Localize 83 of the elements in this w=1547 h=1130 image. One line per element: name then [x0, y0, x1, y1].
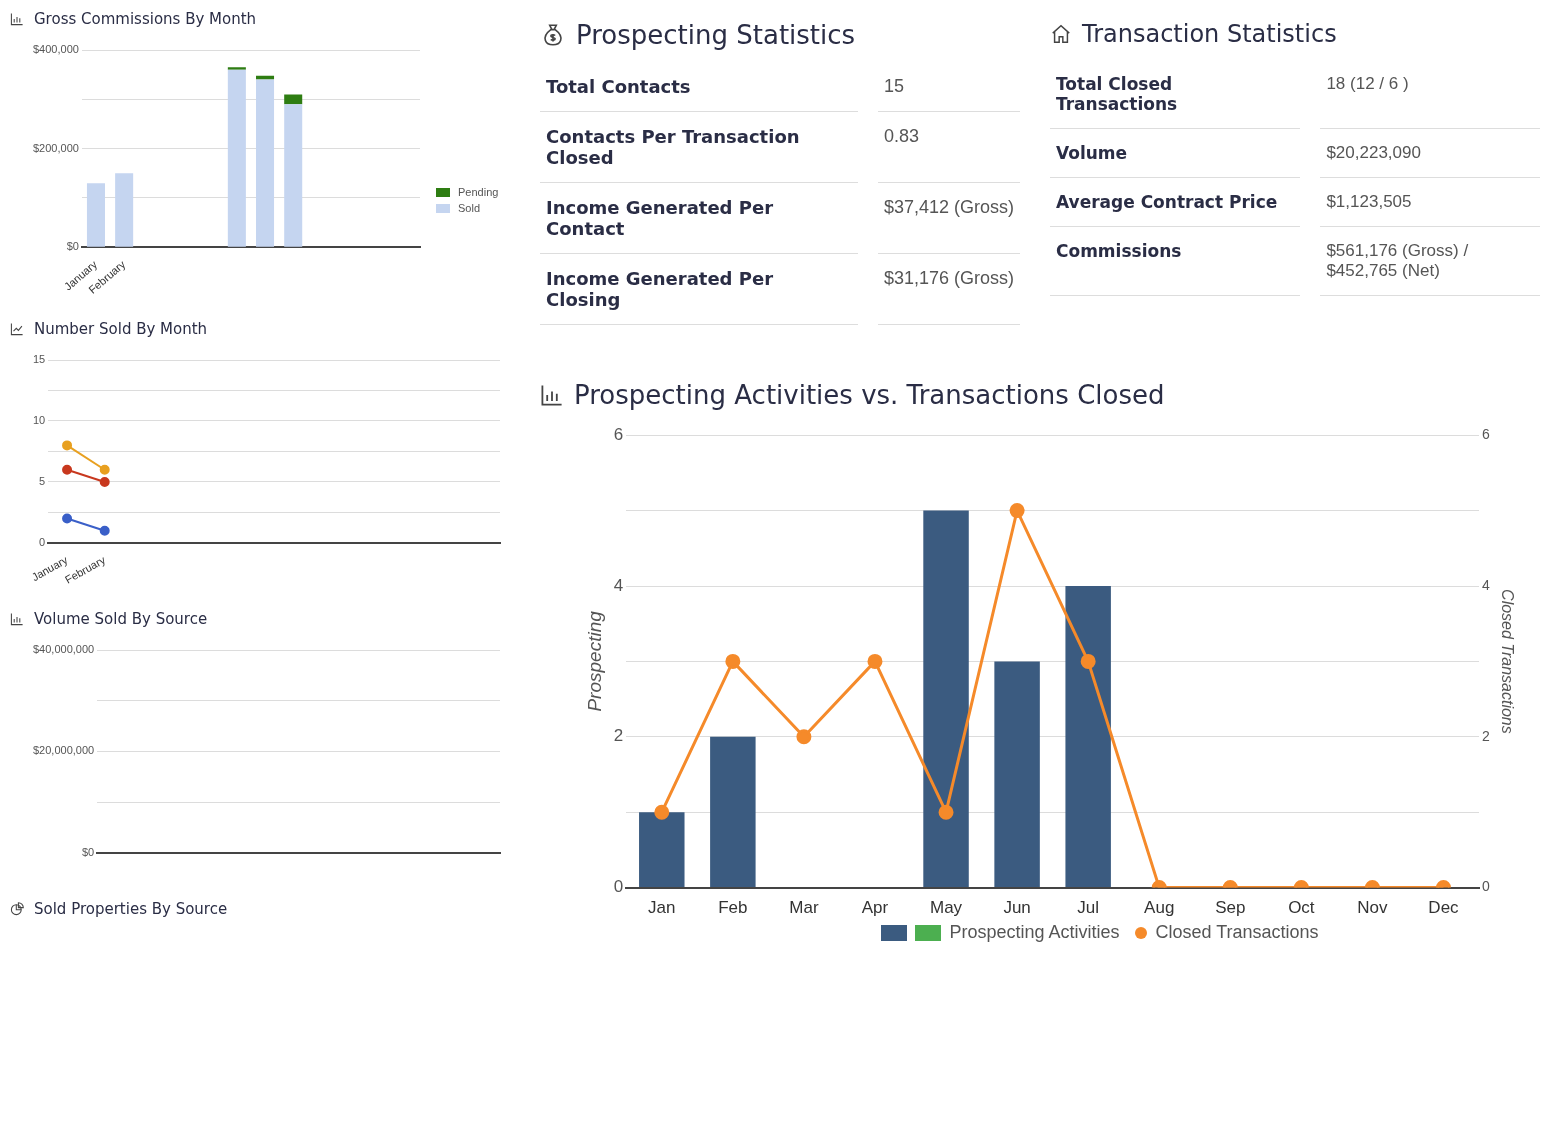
- text: Sold Properties By Source: [34, 900, 228, 918]
- y-tick-label: $0: [66, 240, 79, 253]
- bar: [284, 104, 303, 247]
- y2-tick-label: 2: [1482, 727, 1491, 744]
- x-tick-label: Aug: [1144, 898, 1175, 918]
- text: Average Contract Price: [1050, 178, 1301, 227]
- y-tick-label: 4: [613, 575, 624, 595]
- chart-title: Volume Sold By Source: [34, 610, 208, 628]
- point: [1009, 503, 1025, 519]
- bar: [256, 79, 275, 247]
- point: [1080, 653, 1096, 669]
- y-tick-label: $200,000: [32, 141, 79, 154]
- text: 15: [877, 62, 1020, 112]
- text: Commissions: [1050, 227, 1301, 296]
- text: $37,412 (Gross): [877, 183, 1020, 254]
- point: [99, 476, 110, 487]
- y-tick-label: $20,000,000: [33, 744, 95, 757]
- x-tick-label: Nov: [1357, 898, 1389, 918]
- bar: [227, 69, 246, 247]
- x-tick-label: Jun: [1003, 898, 1031, 918]
- x-tick-label: Mar: [789, 898, 819, 918]
- chart-title: Prospecting Activities vs. Transactions Closed: [574, 380, 1165, 410]
- bar: [115, 173, 134, 247]
- x-tick-label: Apr: [861, 898, 889, 918]
- y-tick-label: 15: [32, 353, 46, 366]
- text: $31,176 (Gross): [877, 254, 1020, 325]
- bar: [994, 661, 1040, 888]
- y-tick-label: $400,000: [32, 43, 79, 56]
- text: $1,123,505: [1320, 178, 1540, 227]
- bar: [284, 94, 303, 105]
- point: [99, 464, 110, 475]
- text: Income Generated Per Closing: [540, 254, 858, 325]
- y2-tick-label: 6: [1482, 426, 1491, 443]
- x-tick-label: Dec: [1428, 898, 1460, 918]
- point: [725, 653, 741, 669]
- y2-tick-label: 0: [1482, 878, 1491, 895]
- y2-tick-label: 4: [1482, 576, 1491, 593]
- bar: [639, 812, 685, 888]
- bar: [256, 75, 275, 80]
- text: $561,176 (Gross) / $452,765 (Net): [1320, 227, 1540, 296]
- series-label: Prospecting Activities: [949, 922, 1120, 943]
- y-tick-label: 6: [613, 424, 624, 444]
- bar: [1065, 586, 1111, 888]
- point: [62, 440, 73, 451]
- x-tick-label: Feb: [718, 898, 748, 918]
- text: 0.83: [877, 112, 1020, 183]
- y-tick-label: 0: [613, 877, 624, 897]
- y-tick-label: 0: [39, 536, 46, 548]
- chart-title: Number Sold By Month: [34, 320, 208, 338]
- text: 18 (12 / 6 ): [1320, 60, 1540, 129]
- y-tick-label: $40,000,000: [33, 643, 95, 656]
- point: [99, 525, 110, 536]
- text: Contacts Per Transaction Closed: [540, 112, 858, 183]
- legend-label: Closed Transactions: [1155, 922, 1319, 943]
- y-axis-title: Prospecting: [583, 610, 605, 712]
- x-tick-label: May: [929, 898, 963, 918]
- point: [796, 729, 812, 745]
- x-tick-label: Jan: [648, 898, 676, 918]
- legend-label: Sold: [458, 202, 481, 214]
- y-tick-label: 5: [39, 475, 46, 488]
- bar: [923, 510, 969, 888]
- point: [867, 653, 883, 669]
- text: Transaction Statistics: [1082, 20, 1337, 48]
- legend-label: Pending: [458, 186, 499, 198]
- y-tick-label: 10: [32, 414, 46, 427]
- text: Prospecting Statistics: [576, 20, 856, 50]
- point: [62, 513, 73, 524]
- point: [62, 464, 73, 475]
- chart-title: Gross Commissions By Month: [34, 10, 257, 28]
- x-tick-label: Oct: [1288, 898, 1315, 918]
- text: Income Generated Per Contact: [540, 183, 858, 254]
- x-tick-label: Jul: [1077, 898, 1100, 918]
- text: Volume: [1050, 129, 1301, 178]
- text: Total Contacts: [540, 62, 858, 112]
- bar: [710, 736, 756, 888]
- text: Total Closed Transactions: [1050, 60, 1301, 129]
- y-tick-label: 2: [613, 726, 624, 746]
- y2-axis-title: Closed Transactions: [1498, 589, 1516, 734]
- bar: [86, 183, 105, 247]
- y-tick-label: $0: [81, 845, 95, 858]
- text: $20,223,090: [1320, 129, 1540, 178]
- x-tick-label: Sep: [1215, 898, 1246, 918]
- bar: [227, 67, 246, 70]
